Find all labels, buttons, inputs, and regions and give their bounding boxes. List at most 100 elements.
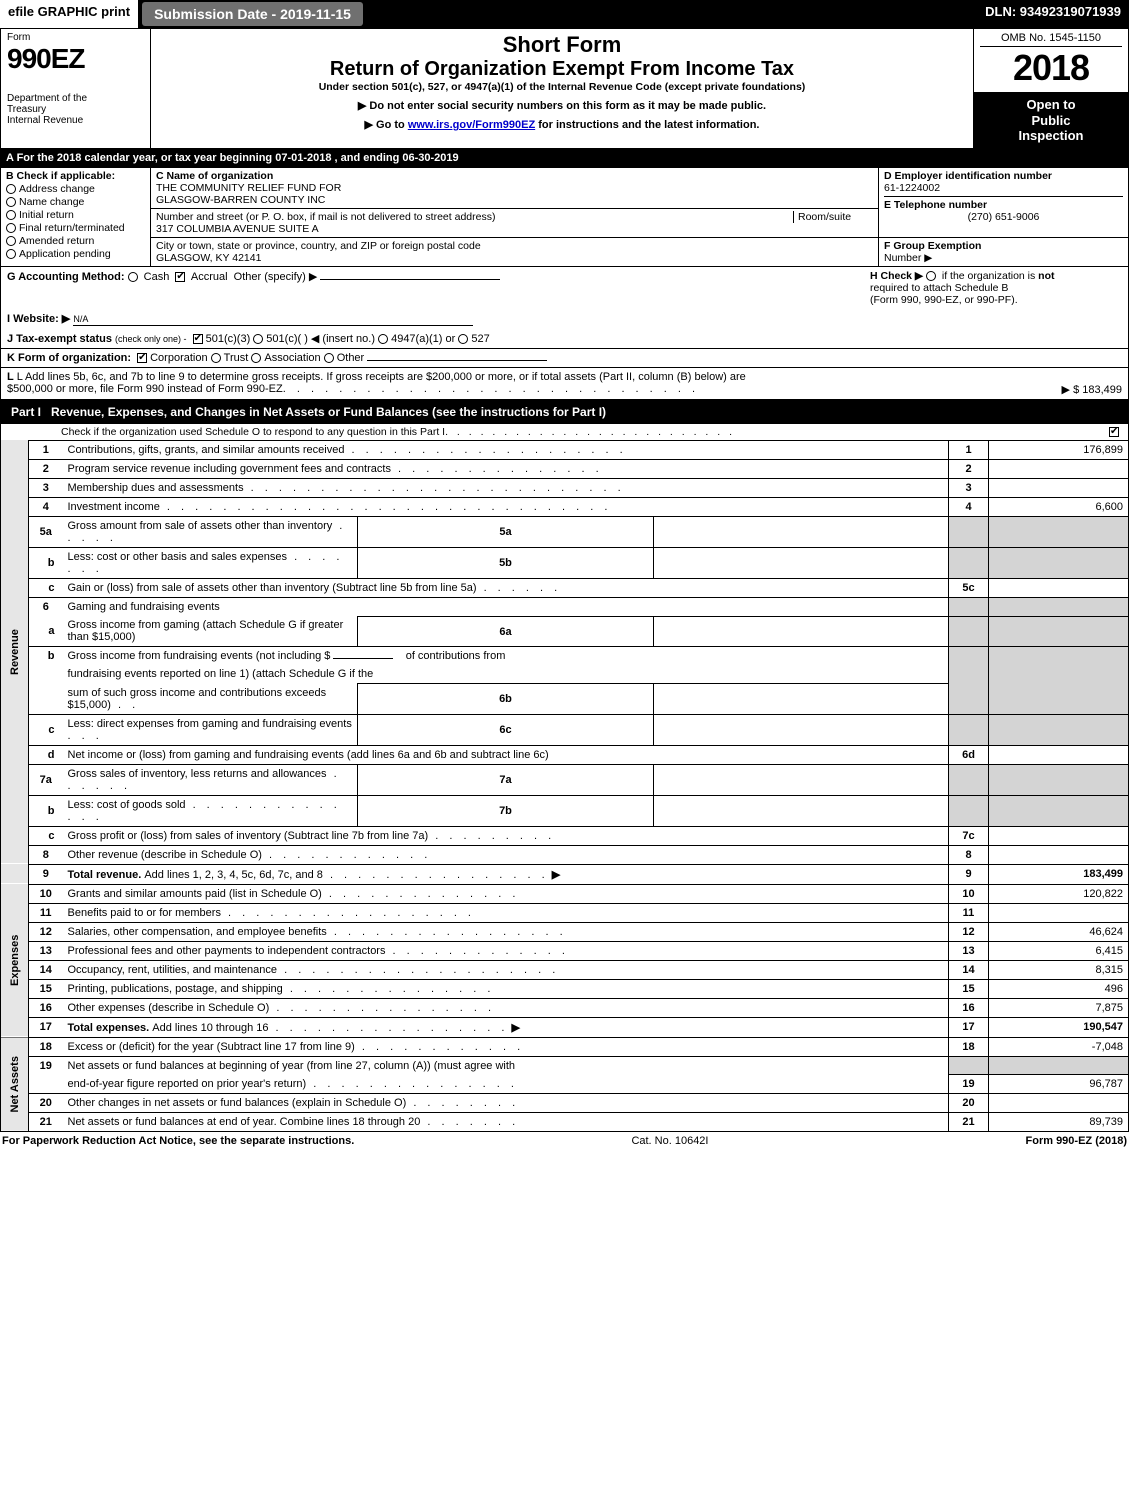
chk-address-change[interactable] — [6, 184, 16, 194]
l19-desc2: end-of-year figure reported on prior yea… — [68, 1078, 307, 1090]
l7c-no: c — [29, 826, 63, 845]
chk-501c3[interactable] — [193, 334, 203, 344]
l2-desc: Program service revenue including govern… — [68, 463, 391, 475]
box-c-city: City or town, state or province, country… — [151, 237, 879, 266]
l17-rn: 17 — [949, 1017, 989, 1037]
line-4: 4 Investment income . . . . . . . . . . … — [1, 497, 1129, 516]
l6a-rn-shade — [949, 616, 989, 647]
label-city: City or town, state or province, country… — [156, 240, 481, 252]
chk-application-pending[interactable] — [6, 249, 16, 259]
l16-desc: Other expenses (describe in Schedule O) — [68, 1002, 270, 1014]
l6b-no: b — [29, 647, 63, 666]
l18-no: 18 — [29, 1037, 63, 1056]
row-l: L L Add lines 5b, 6c, and 7b to line 9 t… — [0, 367, 1129, 400]
l20-amt — [989, 1094, 1129, 1113]
chk-527[interactable] — [458, 334, 468, 344]
chk-final-return[interactable] — [6, 223, 16, 233]
l4-amt: 6,600 — [989, 497, 1129, 516]
other-org-input[interactable] — [367, 360, 547, 361]
chk-initial-return[interactable] — [6, 210, 16, 220]
other-input[interactable] — [320, 279, 500, 280]
chk-501c[interactable] — [253, 334, 263, 344]
chk-accrual[interactable] — [175, 272, 185, 282]
chk-h[interactable] — [926, 271, 936, 281]
l15-rn: 15 — [949, 979, 989, 998]
l6b-blank[interactable] — [333, 658, 393, 659]
row-h: H Check ▶ if the organization is not req… — [862, 270, 1122, 306]
h-pre: H Check ▶ — [870, 270, 923, 282]
l5b-desc: Less: cost or other basis and sales expe… — [68, 551, 288, 563]
label-i: I Website: ▶ — [7, 313, 70, 325]
l10-rn: 10 — [949, 884, 989, 903]
website-value: N/A — [73, 313, 473, 326]
l10-desc: Grants and similar amounts paid (list in… — [68, 888, 322, 900]
part1-header: Part I Revenue, Expenses, and Changes in… — [0, 400, 1129, 424]
section-a-pre: A For the 2018 calendar year, or tax yea… — [6, 152, 275, 164]
l20-desc: Other changes in net assets or fund bala… — [68, 1097, 407, 1109]
l5b-rn-shade — [949, 547, 989, 578]
chk-4947[interactable] — [378, 334, 388, 344]
l5b-no: b — [29, 547, 63, 578]
row-g-h: G Accounting Method: Cash Accrual Other … — [0, 267, 1129, 309]
line-6: 6 Gaming and fundraising events — [1, 597, 1129, 616]
dept-line1: Department of the — [7, 93, 144, 104]
opt-501c3: 501(c)(3) — [206, 333, 251, 345]
irs-link[interactable]: www.irs.gov/Form990EZ — [408, 119, 535, 131]
l19-amt: 96,787 — [989, 1075, 1129, 1094]
l19-rn: 19 — [949, 1075, 989, 1094]
l5b-val — [653, 547, 948, 578]
line-5c: c Gain or (loss) from sale of assets oth… — [1, 578, 1129, 597]
chk-cash[interactable] — [128, 272, 138, 282]
chk-amended-return[interactable] — [6, 236, 16, 246]
l14-desc: Occupancy, rent, utilities, and maintena… — [68, 964, 278, 976]
l7c-amt — [989, 826, 1129, 845]
line-14: 14 Occupancy, rent, utilities, and maint… — [1, 960, 1129, 979]
part1-dots: . . . . . . . . . . . . . . . . . . . . … — [445, 426, 1100, 438]
line-9: 9 Total revenue. Add lines 1, 2, 3, 4, 5… — [1, 864, 1129, 884]
line-15: 15 Printing, publications, postage, and … — [1, 979, 1129, 998]
line-6d: d Net income or (loss) from gaming and f… — [1, 745, 1129, 764]
l6a-val — [653, 616, 948, 647]
l13-rn: 13 — [949, 941, 989, 960]
l13-no: 13 — [29, 941, 63, 960]
l6a-desc: Gross income from gaming (attach Schedul… — [68, 619, 344, 643]
opt-trust: Trust — [224, 352, 249, 364]
h-text4: (Form 990, 990-EZ, or 990-PF). — [870, 294, 1018, 306]
section-a-bar: A For the 2018 calendar year, or tax yea… — [0, 149, 1129, 167]
chk-assoc[interactable] — [251, 353, 261, 363]
form-number: 990EZ — [7, 43, 144, 75]
l8-no: 8 — [29, 845, 63, 864]
dln-label: DLN: 93492319071939 — [977, 0, 1129, 28]
l21-no: 21 — [29, 1113, 63, 1132]
opt-application-pending: Application pending — [19, 248, 111, 260]
l6d-desc: Net income or (loss) from gaming and fun… — [68, 749, 549, 761]
top-spacer — [367, 0, 977, 28]
footer: For Paperwork Reduction Act Notice, see … — [0, 1132, 1129, 1150]
chk-trust[interactable] — [211, 353, 221, 363]
footer-left: For Paperwork Reduction Act Notice, see … — [2, 1135, 494, 1147]
label-g: G Accounting Method: — [7, 271, 125, 283]
footer-right: Form 990-EZ (2018) — [846, 1135, 1127, 1147]
l2-no: 2 — [29, 459, 63, 478]
l10-no: 10 — [29, 884, 63, 903]
chk-corp[interactable] — [137, 353, 147, 363]
chk-schedule-o[interactable] — [1109, 427, 1119, 437]
efile-label[interactable]: efile GRAPHIC print — [0, 0, 138, 28]
opt-name-change: Name change — [19, 196, 84, 208]
form-id-cell: Form 990EZ Department of the Treasury In… — [1, 29, 151, 149]
chk-other-org[interactable] — [324, 353, 334, 363]
inspection-box: Open to Public Inspection — [974, 93, 1128, 148]
l7b-sub: 7b — [358, 795, 653, 826]
l6a-no: a — [29, 616, 63, 647]
l16-amt: 7,875 — [989, 998, 1129, 1017]
omb-number: OMB No. 1545-1150 — [980, 32, 1122, 47]
title-cell: Short Form Return of Organization Exempt… — [151, 29, 974, 149]
line-6b-3: sum of such gross income and contributio… — [1, 684, 1129, 715]
chk-name-change[interactable] — [6, 197, 16, 207]
label-k: K Form of organization: — [7, 352, 131, 364]
l6c-desc: Less: direct expenses from gaming and fu… — [68, 718, 352, 730]
l7a-no: 7a — [29, 764, 63, 795]
label-j: J Tax-exempt status — [7, 333, 112, 345]
l5a-rn-shade — [949, 516, 989, 547]
expenses-label: Expenses — [1, 884, 29, 1037]
